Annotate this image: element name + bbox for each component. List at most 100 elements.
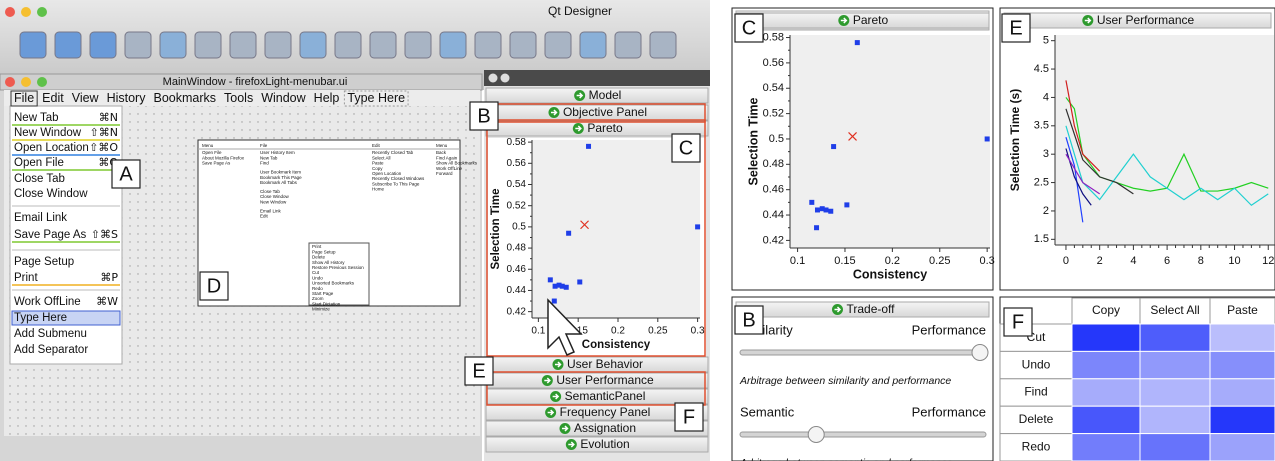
toolbar-icon[interactable]	[580, 32, 606, 58]
pareto-point[interactable]	[855, 40, 860, 45]
mockup-item: New Window	[260, 199, 287, 204]
annotation-label: A	[119, 163, 133, 185]
menu-item[interactable]: Work OffLine	[14, 296, 81, 308]
heat-cell[interactable]	[1210, 379, 1275, 406]
y-tick-label: 0.46	[763, 184, 784, 196]
menu-item[interactable]: Type Here	[14, 312, 67, 324]
heat-cell[interactable]	[1072, 406, 1140, 433]
minimize-button[interactable]	[21, 77, 31, 87]
toolbar-icon[interactable]	[405, 32, 431, 58]
x-tick-label: 0.1	[531, 326, 545, 337]
pareto-point[interactable]	[548, 277, 553, 282]
menu-item[interactable]: Email Link	[14, 212, 67, 224]
toolbar-icon[interactable]	[510, 32, 536, 58]
pareto-point[interactable]	[844, 202, 849, 207]
menu-item[interactable]: Close Tab	[14, 173, 65, 185]
heat-cell[interactable]	[1072, 434, 1140, 461]
pareto-point[interactable]	[809, 200, 814, 205]
close-button[interactable]	[5, 77, 15, 87]
toolbar-icon[interactable]	[230, 32, 256, 58]
menu-item[interactable]: Print	[14, 272, 38, 284]
heat-cell[interactable]	[1072, 324, 1140, 351]
pareto-point[interactable]	[985, 136, 990, 141]
x-tick-label: 12	[1262, 255, 1274, 267]
toolbar-icon[interactable]	[545, 32, 571, 58]
minimize-button[interactable]	[21, 7, 31, 17]
toolbar-icon[interactable]	[440, 32, 466, 58]
menu-item[interactable]: New Tab	[14, 112, 59, 124]
menu-item[interactable]: New Window	[14, 127, 82, 139]
pareto-point[interactable]	[814, 225, 819, 230]
toolbar-icon[interactable]	[90, 32, 116, 58]
heat-cell[interactable]	[1210, 351, 1275, 378]
pareto-point[interactable]	[552, 299, 557, 304]
pareto-point[interactable]	[566, 231, 571, 236]
menu-bar-item[interactable]: View	[72, 91, 100, 105]
toolbar-icon[interactable]	[160, 32, 186, 58]
toolbar-icon[interactable]	[265, 32, 291, 58]
menu-item[interactable]: Add Separator	[14, 344, 88, 356]
x-tick-label: 0.1	[790, 255, 805, 267]
heat-cell[interactable]	[1140, 434, 1210, 461]
mockup-item: Save Page As	[202, 161, 231, 166]
pareto-point[interactable]	[828, 209, 833, 214]
menu-item[interactable]: Open Location	[14, 142, 89, 154]
menu-bar-item[interactable]: Type Here	[347, 91, 405, 105]
section-title: Model	[589, 88, 622, 102]
menu-item[interactable]: Close Window	[14, 188, 88, 200]
toolbar-icon[interactable]	[195, 32, 221, 58]
heat-cell[interactable]	[1210, 406, 1275, 433]
panel-close[interactable]	[489, 74, 498, 83]
menu-shortcut: ⌘W	[96, 295, 118, 308]
menu-bar-item[interactable]: Tools	[224, 91, 253, 105]
heat-cell[interactable]	[1210, 324, 1275, 351]
heat-cell[interactable]	[1210, 434, 1275, 461]
section-title: Evolution	[580, 437, 629, 451]
toolbar-icon[interactable]	[55, 32, 81, 58]
slider-handle[interactable]	[808, 427, 824, 443]
menu-bar-item[interactable]: Help	[314, 91, 340, 105]
close-button[interactable]	[5, 7, 15, 17]
menu-bar-item[interactable]: File	[14, 91, 34, 105]
menu-item[interactable]: Save Page As	[14, 229, 86, 241]
pareto-point[interactable]	[831, 144, 836, 149]
toolbar-icon[interactable]	[615, 32, 641, 58]
menu-bar-item[interactable]: Bookmarks	[153, 91, 216, 105]
toolbar-icon[interactable]	[370, 32, 396, 58]
pareto-point[interactable]	[824, 207, 829, 212]
toolbar-icon[interactable]	[650, 32, 676, 58]
panel-float[interactable]	[501, 74, 510, 83]
slider-left-label: Semantic	[740, 404, 795, 419]
menu-item[interactable]: Page Setup	[14, 256, 74, 268]
toolbar-icon[interactable]	[20, 32, 46, 58]
annotation-label: E	[472, 360, 485, 382]
menu-bar-item[interactable]: History	[107, 91, 147, 105]
heat-cell[interactable]	[1072, 351, 1140, 378]
toolbar-icon[interactable]	[335, 32, 361, 58]
menu-item[interactable]: Open File	[14, 157, 64, 169]
zoom-button[interactable]	[37, 7, 47, 17]
y-tick-label: 0.5	[769, 133, 784, 145]
heat-cell[interactable]	[1140, 324, 1210, 351]
y-axis-label: Selection Time	[746, 97, 760, 185]
menu-bar-item[interactable]: Window	[261, 91, 306, 105]
toolbar-icon[interactable]	[125, 32, 151, 58]
pareto-point[interactable]	[695, 224, 700, 229]
side-panel-header	[484, 70, 710, 86]
heat-cell[interactable]	[1140, 379, 1210, 406]
slider-handle[interactable]	[972, 345, 988, 361]
heat-cell[interactable]	[1140, 351, 1210, 378]
pareto-point[interactable]	[564, 285, 569, 290]
pareto-point[interactable]	[586, 144, 591, 149]
menu-item[interactable]: Add Submenu	[14, 328, 87, 340]
toolbar-icon[interactable]	[475, 32, 501, 58]
y-tick-label: 1.5	[1034, 233, 1049, 245]
toolbar-icon[interactable]	[300, 32, 326, 58]
menu-bar-item[interactable]: Edit	[42, 91, 64, 105]
pareto-point[interactable]	[815, 207, 820, 212]
heat-cell[interactable]	[1140, 406, 1210, 433]
pareto-point[interactable]	[577, 279, 582, 284]
zoom-button[interactable]	[37, 77, 47, 87]
y-tick-label: 0.48	[507, 243, 527, 254]
heat-cell[interactable]	[1072, 379, 1140, 406]
